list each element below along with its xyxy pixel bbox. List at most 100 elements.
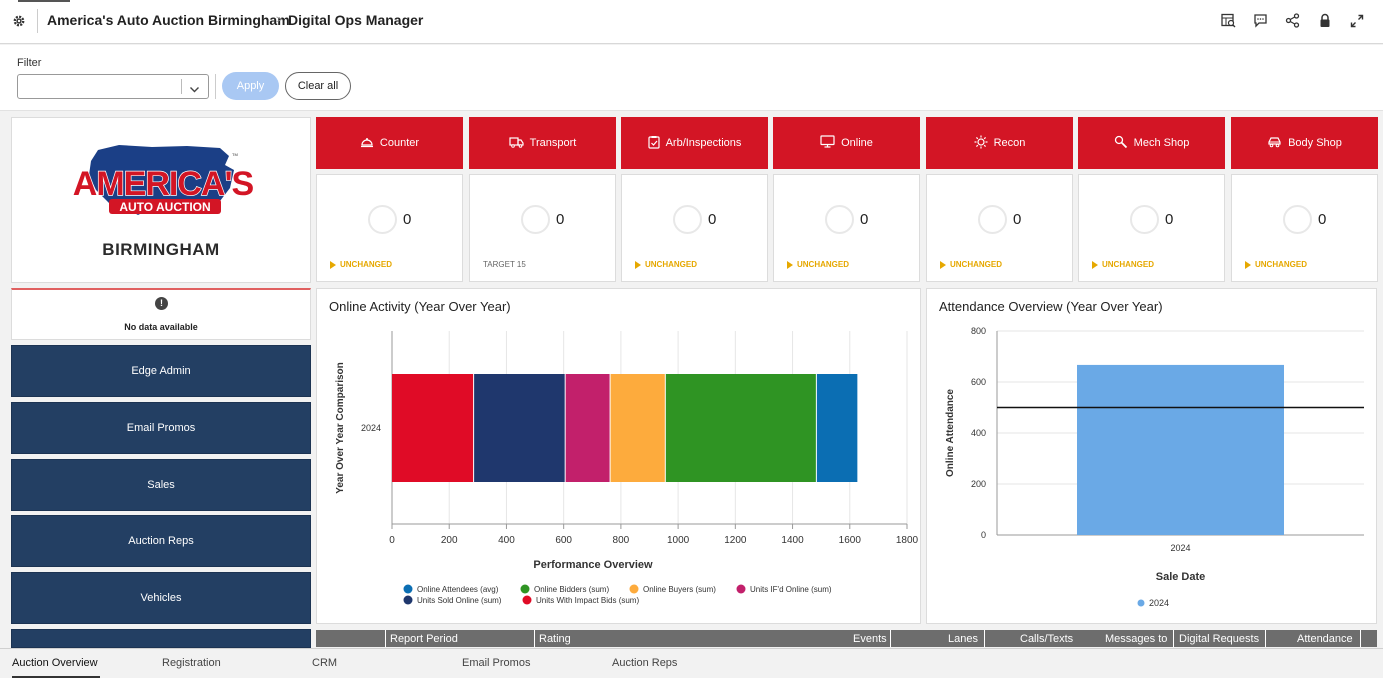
- legend-marker: [403, 595, 413, 605]
- stat-status: UNCHANGED: [1245, 260, 1307, 269]
- stat-status: UNCHANGED: [635, 260, 697, 269]
- apply-button[interactable]: Apply: [222, 72, 279, 100]
- bar-segment: [392, 374, 474, 482]
- nav-auction-reps-button[interactable]: Auction Reps: [11, 515, 311, 567]
- y-axis-title: Year Over Year Comparison: [335, 362, 346, 494]
- comment-icon[interactable]: [1252, 12, 1269, 29]
- stat-value: 0: [556, 211, 565, 228]
- column-header-lanes[interactable]: Lanes: [948, 633, 978, 645]
- column-header-events[interactable]: Events: [853, 633, 887, 645]
- report-search-icon[interactable]: [1220, 12, 1237, 29]
- column-divider: [1173, 630, 1174, 647]
- attendance-overview-panel: Attendance Overview (Year Over Year) 0 20…: [926, 288, 1377, 624]
- column-header-report-period[interactable]: Report Period: [390, 633, 458, 645]
- expand-icon[interactable]: [1348, 12, 1365, 29]
- stat-tile-mech-shop[interactable]: 0 UNCHANGED: [1078, 174, 1225, 282]
- category-label: Body Shop: [1288, 137, 1342, 149]
- header-toolbar: [1220, 12, 1365, 29]
- y-category-label: 2024: [361, 423, 381, 433]
- nav-vehicles-button[interactable]: Vehicles: [11, 572, 311, 624]
- stat-tile-recon[interactable]: 0 UNCHANGED: [926, 174, 1073, 282]
- x-tick-label: 600: [555, 535, 572, 546]
- filter-label: Filter: [17, 57, 42, 69]
- clear-all-button[interactable]: Clear all: [285, 72, 351, 100]
- lock-icon[interactable]: [1316, 12, 1333, 29]
- category-tile-online[interactable]: Online: [773, 117, 920, 169]
- legend-label: Online Bidders (sum): [534, 585, 609, 594]
- stat-tile-body-shop[interactable]: 0 UNCHANGED: [1231, 174, 1378, 282]
- nav-more-button[interactable]: [11, 629, 311, 648]
- tab-email-promos[interactable]: Email Promos: [462, 657, 531, 669]
- column-header-digital-requests[interactable]: Digital Requests: [1179, 633, 1260, 645]
- sun-icon: [974, 135, 988, 152]
- auction-logo: AMERICA'S AUTO AUCTION TM: [72, 145, 255, 215]
- legend-label: Online Attendees (avg): [417, 585, 499, 594]
- column-header-calls-texts[interactable]: Calls/Texts: [1020, 633, 1074, 645]
- stat-value: 0: [1165, 211, 1174, 228]
- legend-marker: [1137, 599, 1145, 607]
- column-divider: [984, 630, 985, 647]
- nav-email-promos-button[interactable]: Email Promos: [11, 402, 311, 454]
- triangle-right-icon: [1092, 260, 1098, 269]
- x-tick-label: 400: [498, 535, 515, 546]
- legend-marker: [520, 584, 530, 594]
- tab-auction-overview[interactable]: Auction Overview: [12, 657, 98, 669]
- category-tile-transport[interactable]: Transport: [469, 117, 616, 169]
- tab-registration[interactable]: Registration: [162, 657, 221, 669]
- filter-select[interactable]: [17, 74, 209, 99]
- column-header-messages-to[interactable]: Messages to: [1105, 633, 1168, 645]
- gear-icon[interactable]: [12, 14, 26, 28]
- stat-tile-online[interactable]: 0 UNCHANGED: [773, 174, 920, 282]
- x-tick-label: 1800: [896, 535, 919, 546]
- category-tile-body-shop[interactable]: Body Shop: [1231, 117, 1378, 169]
- clipboard-icon: [647, 135, 660, 152]
- category-label: Online: [841, 137, 873, 149]
- alert-panel: ! No data available: [11, 288, 311, 340]
- status-text: UNCHANGED: [645, 260, 697, 269]
- triangle-right-icon: [330, 260, 336, 269]
- select-divider: [181, 79, 182, 94]
- category-label: Recon: [993, 137, 1026, 149]
- column-divider: [385, 630, 386, 647]
- chevron-down-icon[interactable]: [189, 81, 200, 99]
- bar: [1077, 364, 1284, 535]
- status-text: UNCHANGED: [950, 260, 1002, 269]
- category-tile-recon[interactable]: Recon: [926, 117, 1073, 169]
- legend-marker: [403, 584, 413, 594]
- x-tick-label: 0: [389, 535, 395, 546]
- x-axis-title: Performance Overview: [533, 559, 653, 571]
- info-icon: !: [155, 297, 168, 310]
- legend-label: Online Buyers (sum): [643, 585, 716, 594]
- category-tile-mech-shop[interactable]: Mech Shop: [1078, 117, 1225, 169]
- column-header-rating[interactable]: Rating: [539, 633, 571, 645]
- category-label: Transport: [529, 137, 577, 149]
- stat-status: UNCHANGED: [1092, 260, 1154, 269]
- category-tile-arb-inspections[interactable]: Arb/Inspections: [621, 117, 768, 169]
- stat-status: TARGET 15: [483, 260, 526, 269]
- column-header-attendance[interactable]: Attendance: [1297, 633, 1353, 645]
- column-divider: [1360, 630, 1361, 647]
- stat-tile-arb-inspections[interactable]: 0 UNCHANGED: [621, 174, 768, 282]
- category-tile-counter[interactable]: Counter: [316, 117, 463, 169]
- auction-logo-panel: AMERICA'S AUTO AUCTION TM BIRMINGHAM: [11, 117, 311, 283]
- stat-value: 0: [708, 211, 717, 228]
- share-icon[interactable]: [1284, 12, 1301, 29]
- tab-auction-reps[interactable]: Auction Reps: [612, 657, 678, 669]
- active-tab-marker: [18, 0, 70, 2]
- x-tick-label: 1200: [724, 535, 747, 546]
- x-category-label: 2024: [1170, 543, 1190, 553]
- nav-sales-button[interactable]: Sales: [11, 459, 311, 511]
- logo-tm: TM: [232, 152, 238, 157]
- breadcrumb-org[interactable]: America's Auto Auction Birmingham: [47, 12, 290, 28]
- column-divider: [534, 630, 535, 647]
- legend-label: Units With Impact Bids (sum): [536, 596, 639, 605]
- stat-tile-counter[interactable]: 0 UNCHANGED: [316, 174, 463, 282]
- nav-edge-admin-button[interactable]: Edge Admin: [11, 345, 311, 397]
- logo-line-1: AMERICA'S: [73, 165, 254, 203]
- tab-crm[interactable]: CRM: [312, 657, 338, 669]
- progress-ring: [368, 205, 397, 234]
- triangle-right-icon: [635, 260, 641, 269]
- page-title: Digital Ops Manager: [288, 12, 424, 28]
- bar-segment: [610, 374, 665, 482]
- stat-tile-transport[interactable]: 0 TARGET 15: [469, 174, 616, 282]
